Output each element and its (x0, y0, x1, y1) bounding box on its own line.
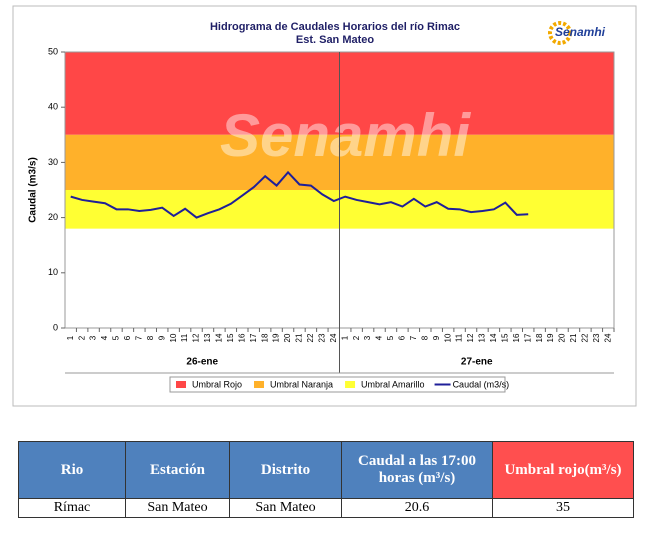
x-tick-label: 11 (180, 333, 189, 342)
x-tick-label: 2 (77, 335, 86, 340)
legend-swatch (345, 381, 356, 388)
x-tick-label: 6 (398, 335, 407, 340)
legend (169, 376, 506, 393)
x-tick-label: 18 (535, 333, 544, 342)
x-tick-label: 16 (512, 333, 521, 342)
legend-swatch (176, 381, 186, 388)
x-tick-label: 22 (581, 333, 590, 342)
header-cell: Distrito (229, 441, 342, 499)
header-cell: Rio (18, 441, 126, 499)
x-tick-label: 24 (329, 333, 338, 342)
chart: Hidrograma de Caudales Horarios del río … (12, 5, 637, 407)
x-tick-label: 3 (89, 335, 98, 340)
legend-label: Caudal (m3/s) (453, 379, 510, 389)
x-tick-label: 15 (226, 333, 235, 342)
x-tick-label: 14 (215, 333, 224, 342)
x-tick-label: 12 (192, 333, 201, 342)
x-tick-label: 12 (466, 333, 475, 342)
x-tick-label: 22 (306, 333, 315, 342)
watermark: Senamhi (220, 102, 471, 169)
y-tick-label: 10 (48, 267, 58, 277)
x-tick-label: 2 (352, 335, 361, 340)
x-tick-label: 3 (363, 335, 372, 340)
x-tick-label: 13 (478, 333, 487, 342)
legend-label: Umbral Rojo (192, 379, 242, 389)
x-tick-label: 17 (523, 333, 532, 342)
x-tick-label: 4 (375, 335, 384, 340)
x-tick-label: 8 (420, 335, 429, 340)
x-tick-label: 13 (203, 333, 212, 342)
x-tick-label: 11 (455, 333, 464, 342)
chart-title: Hidrograma de Caudales Horarios del río … (210, 21, 460, 33)
y-tick-label: 30 (48, 157, 58, 167)
x-tick-label: 21 (295, 333, 304, 342)
x-tick-label: 10 (169, 333, 178, 342)
x-tick-label: 6 (123, 335, 132, 340)
x-tick-label: 19 (272, 333, 281, 342)
x-tick-label: 16 (237, 333, 246, 342)
y-axis-label: Caudal (m3/s) (28, 157, 39, 223)
x-tick-label: 23 (592, 333, 601, 342)
x-tick-label: 24 (603, 333, 612, 342)
header-cell: Estación (125, 441, 230, 499)
legend-label: Umbral Amarillo (361, 379, 425, 389)
y-tick-label: 20 (48, 212, 58, 222)
x-tick-label: 21 (569, 333, 578, 342)
x-tick-label: 19 (546, 333, 555, 342)
x-tick-label: 8 (146, 335, 155, 340)
x-tick-label: 7 (134, 335, 143, 340)
x-tick-label: 10 (443, 333, 452, 342)
header-cell: Caudal a las 17:00 horas (m³/s) (341, 441, 493, 499)
x-tick-label: 9 (157, 335, 166, 340)
cell: Rímac (18, 498, 126, 518)
x-tick-label: 18 (260, 333, 269, 342)
x-tick-label: 1 (66, 335, 75, 340)
group-label: 26-ene (186, 357, 218, 368)
header-row: Rio Estación Distrito Caudal a las 17:00… (18, 441, 634, 499)
x-tick-label: 5 (112, 335, 121, 340)
x-tick-label: 4 (100, 335, 109, 340)
group-label: 27-ene (461, 357, 493, 368)
x-tick-label: 9 (432, 335, 441, 340)
x-tick-label: 17 (249, 333, 258, 342)
y-tick-label: 40 (48, 102, 58, 112)
summary-table: Rio Estación Distrito Caudal a las 17:00… (18, 441, 634, 518)
y-tick-label: 0 (53, 322, 58, 332)
x-tick-label: 1 (340, 335, 349, 340)
x-tick-label: 5 (386, 335, 395, 340)
data-row: Rímac San Mateo San Mateo 20.6 35 (18, 498, 634, 518)
cell: 20.6 (341, 498, 493, 518)
legend-label: Umbral Naranja (270, 379, 333, 389)
y-tick-label: 50 (48, 46, 58, 56)
x-tick-label: 23 (317, 333, 326, 342)
header-cell: Umbral rojo(m³/s) (492, 441, 634, 499)
x-tick-label: 15 (500, 333, 509, 342)
caudal-line (70, 170, 529, 219)
chart-subtitle: Est. San Mateo (296, 34, 375, 46)
x-tick-label: 20 (283, 333, 292, 342)
x-tick-label: 14 (489, 333, 498, 342)
x-tick-label: 20 (558, 333, 567, 342)
x-tick-label: 7 (409, 335, 418, 340)
logo: Senamhi (555, 25, 606, 39)
cell: 35 (492, 498, 634, 518)
legend-swatch (254, 381, 265, 388)
cell: San Mateo (125, 498, 230, 518)
cell: San Mateo (229, 498, 342, 518)
logo-sun (548, 21, 572, 45)
